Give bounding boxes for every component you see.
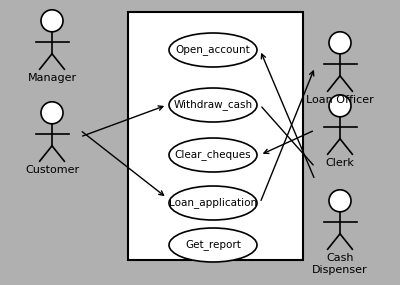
Circle shape [329,32,351,54]
Circle shape [329,95,351,117]
Circle shape [329,190,351,212]
Text: Loan_application: Loan_application [169,198,257,208]
Ellipse shape [169,88,257,122]
Bar [128,12,303,260]
Text: Clerk: Clerk [326,158,354,168]
Text: Open_account: Open_account [176,44,250,56]
Ellipse shape [169,186,257,220]
Text: Withdraw_cash: Withdraw_cash [174,99,252,111]
Text: Cash
Dispenser: Cash Dispenser [312,253,368,275]
Ellipse shape [169,138,257,172]
Text: Clear_cheques: Clear_cheques [175,150,251,160]
Ellipse shape [169,33,257,67]
Text: Get_report: Get_report [185,240,241,251]
Circle shape [41,10,63,32]
Circle shape [41,102,63,124]
Ellipse shape [169,228,257,262]
Text: Manager: Manager [28,73,76,83]
Text: Loan Officer: Loan Officer [306,95,374,105]
Text: Customer: Customer [25,165,79,175]
